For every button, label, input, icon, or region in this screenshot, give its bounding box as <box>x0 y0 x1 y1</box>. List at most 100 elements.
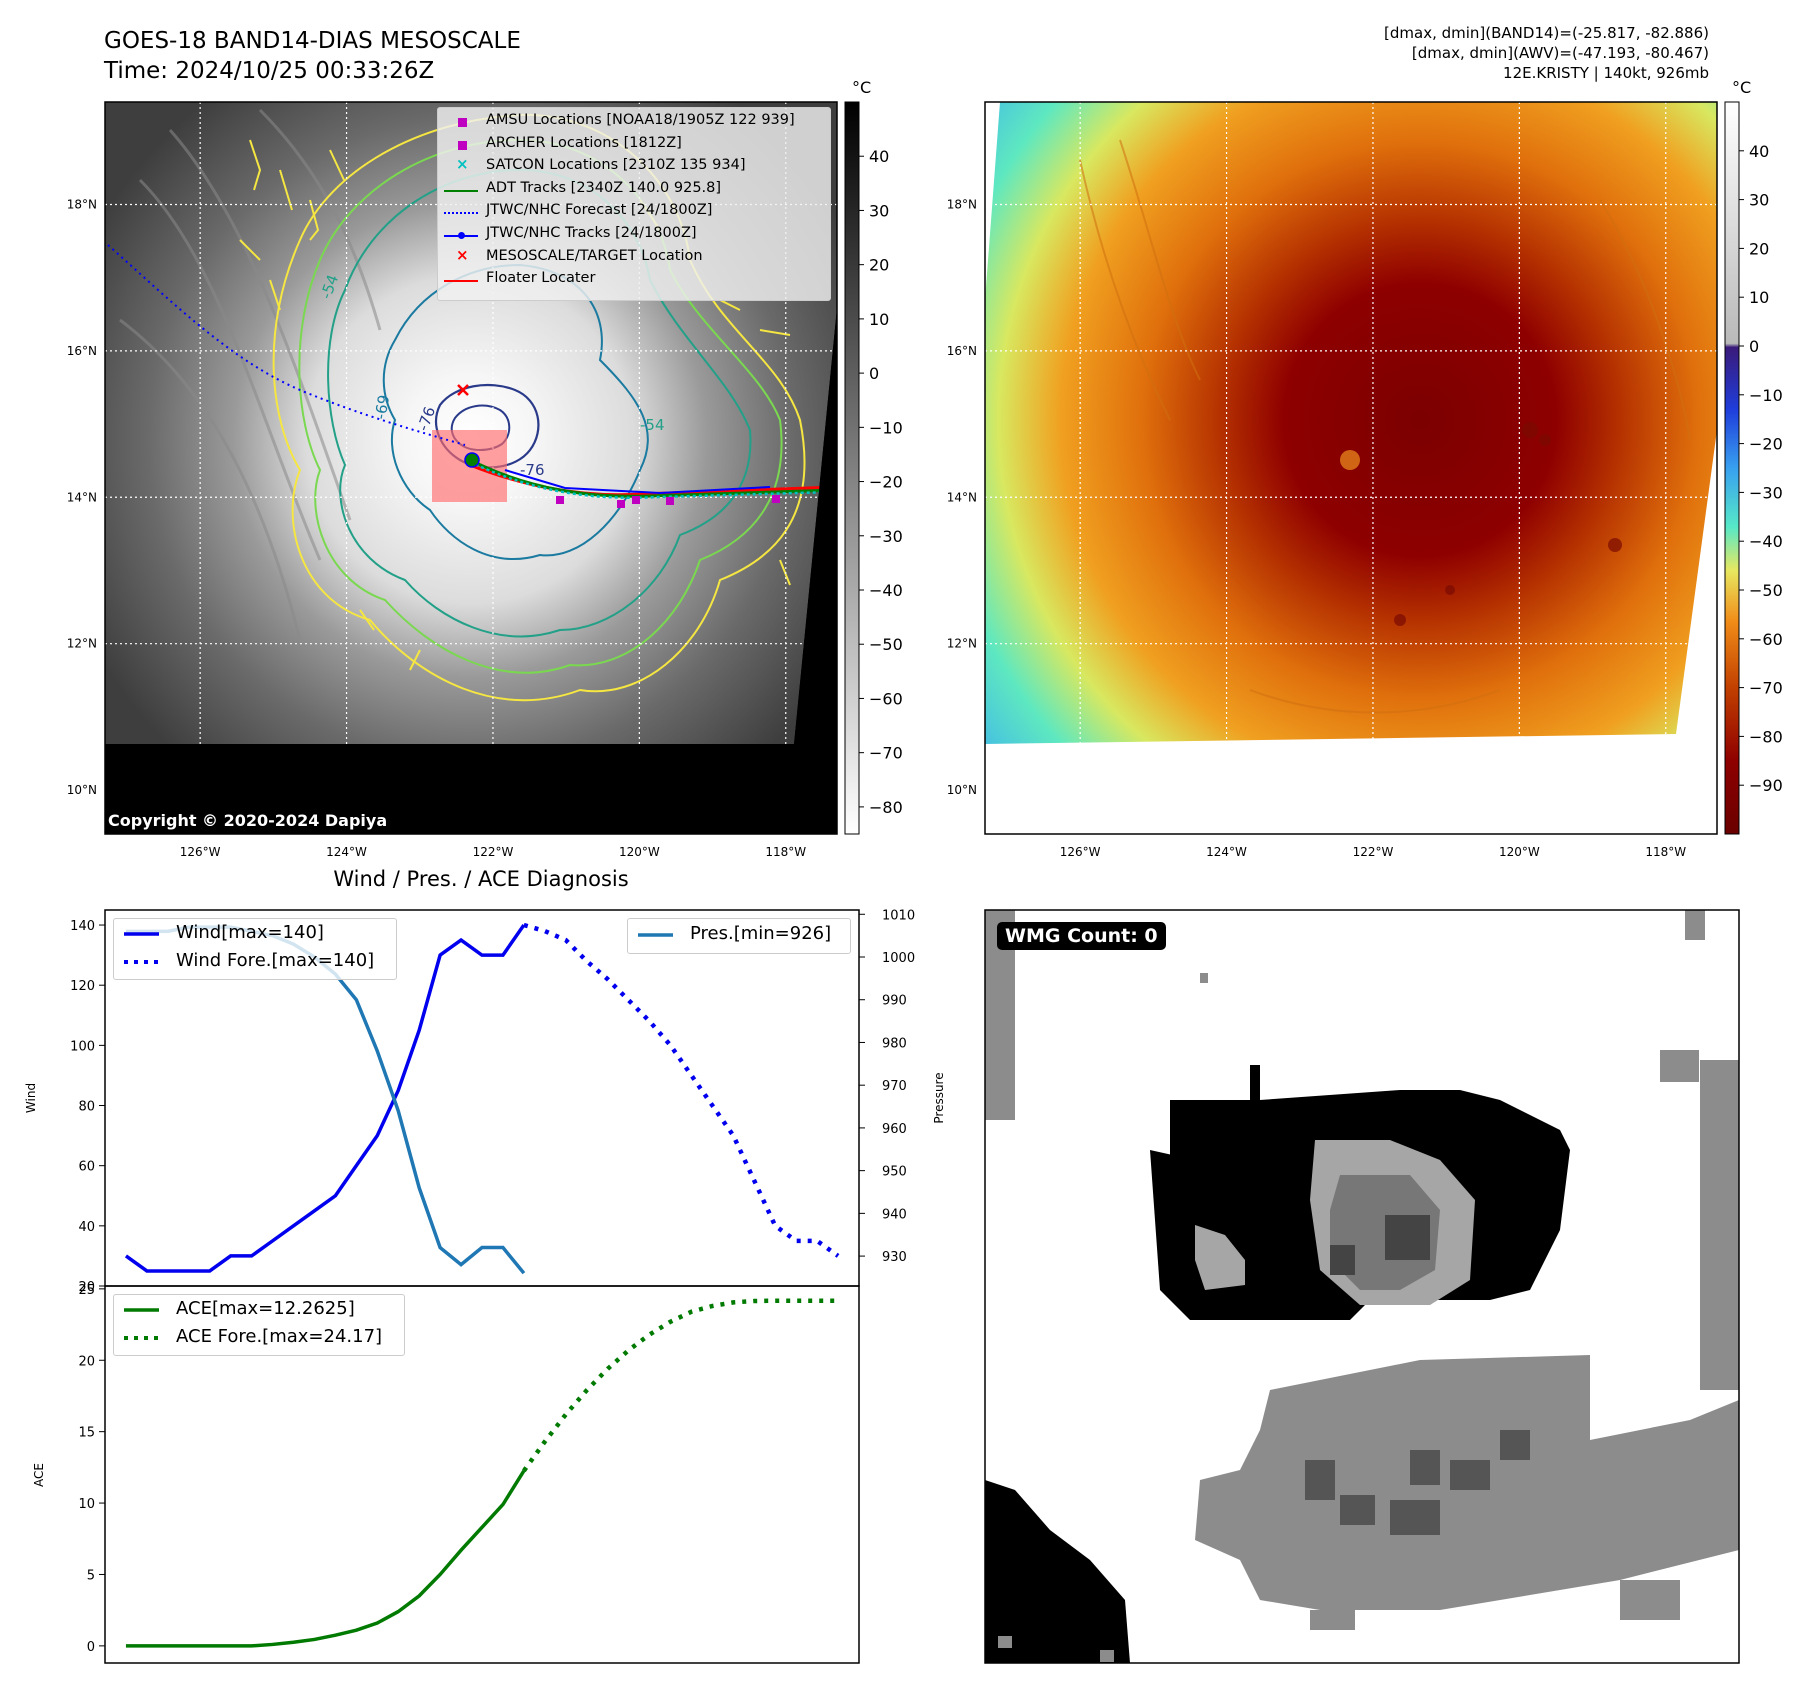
ace-tick-label: 15 <box>78 1426 95 1441</box>
pressure-tick-label: 970 <box>882 1079 907 1094</box>
lat-label: 10°N <box>67 783 97 797</box>
legend-entry: ARCHER Locations [1812Z] <box>438 135 828 155</box>
pressure-legend-label: Pres.[min=926] <box>690 923 832 944</box>
floater-box <box>432 430 507 502</box>
colorbar-tick-label: −60 <box>1749 630 1783 649</box>
colorbar-tick-label: 0 <box>869 364 879 383</box>
colorbar-tick-label: 0 <box>1749 337 1759 356</box>
colorbar-tick-label: −70 <box>1749 679 1783 698</box>
lat-label: 16°N <box>947 344 977 358</box>
ace-fore-legend-label: ACE Fore.[max=24.17] <box>176 1326 383 1347</box>
lat-label: 12°N <box>67 637 97 651</box>
legend-entry-label: JTWC/NHC Forecast [24/1800Z] <box>486 202 713 219</box>
contour-label-east: -54 <box>640 416 665 434</box>
colorbar-tick-label: 20 <box>1749 239 1769 258</box>
pressure-tick-label: 980 <box>882 1036 907 1051</box>
awv-colorbar-unit: °C <box>1732 78 1752 97</box>
colorbar-tick-label: 20 <box>869 256 889 275</box>
colorbar-tick-label: −40 <box>1749 532 1783 551</box>
satcon-track <box>469 460 837 499</box>
legend-entry: AMSU Locations [NOAA18/1905Z 122 939] <box>438 112 828 132</box>
lon-label: 124°W <box>1206 845 1247 859</box>
ace-tick-label: 10 <box>78 1497 95 1512</box>
figure-title-line2: Time: 2024/10/25 00:33:26Z <box>104 58 435 84</box>
ace-tick-label: 5 <box>87 1568 95 1583</box>
lon-label: 120°W <box>619 845 660 859</box>
pressure-tick-label: 940 <box>882 1207 907 1222</box>
lat-label: 18°N <box>947 197 977 211</box>
lon-label: 118°W <box>765 845 806 859</box>
ace-tick-label: 20 <box>78 1354 95 1369</box>
awv-colorbar <box>1724 101 1740 835</box>
ace-forecast-line <box>522 1298 839 1473</box>
pressure-tick-label: 1010 <box>882 908 915 923</box>
wind-tick-label: 20 <box>78 1280 95 1295</box>
chart-title: Wind / Pres. / ACE Diagnosis <box>333 867 628 891</box>
colorbar-tick-label: −40 <box>869 581 903 600</box>
colorbar-tick-label: −50 <box>869 635 903 654</box>
legend-entry-label: SATCON Locations [2310Z 135 934] <box>486 157 746 174</box>
wind-axis-label: Wind <box>24 1083 38 1113</box>
ir-colorbar-unit: °C <box>852 78 872 97</box>
legend-entry: JTWC/NHC Tracks [24/1800Z] <box>438 225 828 245</box>
lat-label: 16°N <box>67 344 97 358</box>
pressure-tick-label: 950 <box>882 1165 907 1180</box>
storm-info-line: 12E.KRISTY | 140kt, 926mb <box>1503 64 1709 82</box>
colorbar-tick-label: −60 <box>869 689 903 708</box>
contour-label-outer: -54 <box>317 272 342 301</box>
ace-tick-label: 0 <box>87 1640 95 1655</box>
legend-entry: Floater Locater <box>438 270 828 290</box>
colorbar-tick-label: −70 <box>869 744 903 763</box>
legend-entry: × SATCON Locations [2310Z 135 934] <box>456 155 746 174</box>
stats-line2: [dmax, dmin](AWV)=(-47.193, -80.467) <box>1411 44 1709 62</box>
wind-forecast-line <box>523 922 840 1258</box>
legend-entry-label: AMSU Locations [NOAA18/1905Z 122 939] <box>486 112 795 128</box>
legend-entry-label: Floater Locater <box>486 270 596 287</box>
lon-label: 126°W <box>1060 845 1101 859</box>
wind-fore-legend-label: Wind Fore.[max=140] <box>176 950 375 971</box>
wmg-count-badge: WMG Count: 0 <box>997 922 1166 950</box>
pressure-tick-label: 990 <box>882 994 907 1009</box>
contour-label-mid: -69 <box>371 393 393 420</box>
forecast-track <box>107 244 466 446</box>
wind-tick-label: 80 <box>78 1100 95 1115</box>
ace-legend: ACE[max=12.2625] ACE Fore.[max=24.17] <box>113 1294 405 1356</box>
ace-line <box>125 1469 526 1648</box>
wind-tick-label: 40 <box>78 1220 95 1235</box>
contour-label-inner: -76 <box>414 404 439 433</box>
colorbar-tick-label: −30 <box>1749 483 1783 502</box>
lat-label: 12°N <box>947 637 977 651</box>
pressure-tick-label: 930 <box>882 1250 907 1265</box>
lat-label: 14°N <box>67 490 97 504</box>
pressure-axis-label: Pressure <box>932 1072 946 1123</box>
legend-entry-label: MESOSCALE/TARGET Location <box>486 247 703 264</box>
colorbar-tick-label: 10 <box>869 310 889 329</box>
ace-axis-label: ACE <box>32 1463 46 1487</box>
colorbar-tick-label: −30 <box>869 527 903 546</box>
legend-entry-label: ARCHER Locations [1812Z] <box>486 134 682 151</box>
wmg-panel <box>985 910 1739 1663</box>
legend-entry-label: ADT Tracks [2340Z 140.0 925.8] <box>486 179 722 196</box>
copyright-text: Copyright © 2020-2024 Dapiya <box>108 811 388 830</box>
wind-legend: Wind[max=140] Wind Fore.[max=140] <box>113 918 397 980</box>
lon-label: 122°W <box>473 845 514 859</box>
wind-tick-label: 60 <box>78 1160 95 1175</box>
lon-label: 124°W <box>326 845 367 859</box>
pressure-tick-label: 1000 <box>882 951 915 966</box>
stats-line1: [dmax, dmin](BAND14)=(-25.817, -82.886) <box>1384 24 1709 42</box>
colorbar-tick-label: −10 <box>1749 386 1783 405</box>
ace-tick-label: 25 <box>78 1283 95 1298</box>
colorbar-tick-label: −20 <box>1749 435 1783 454</box>
ir-colorbar <box>844 101 860 835</box>
colorbar-tick-label: 30 <box>1749 191 1769 210</box>
best-track <box>504 469 771 495</box>
lon-label: 126°W <box>180 845 221 859</box>
colorbar-tick-label: 30 <box>869 201 889 220</box>
legend-entry: ADT Tracks [2340Z 140.0 925.8] <box>438 180 828 200</box>
colorbar-tick-label: −50 <box>1749 581 1783 600</box>
colorbar-tick-label: 40 <box>1749 142 1769 161</box>
lat-label: 14°N <box>947 490 977 504</box>
colorbar-tick-label: −80 <box>869 798 903 817</box>
